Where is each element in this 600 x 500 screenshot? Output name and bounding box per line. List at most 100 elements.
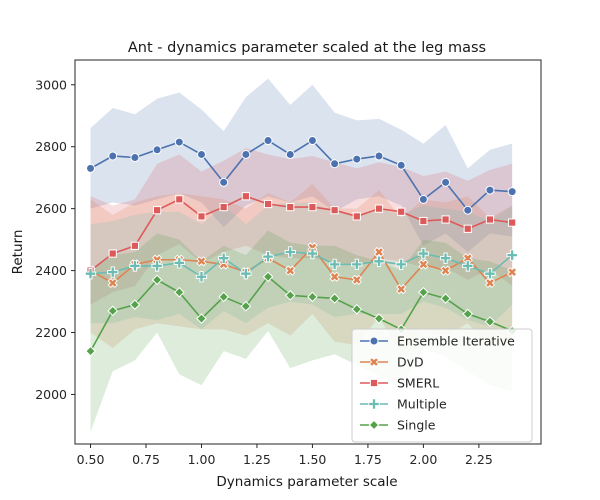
point-multiple bbox=[129, 260, 141, 272]
point-smerl bbox=[175, 195, 184, 204]
legend-item-single: Single bbox=[360, 418, 436, 433]
point-multiple bbox=[439, 252, 452, 264]
point-dvd bbox=[418, 259, 429, 270]
point-smerl bbox=[241, 192, 250, 201]
point-smerl bbox=[397, 207, 406, 216]
point-smerl bbox=[130, 241, 140, 250]
point-ensemble-iterative bbox=[241, 149, 251, 159]
point-smerl bbox=[508, 218, 517, 227]
point-single bbox=[173, 286, 185, 298]
point-single bbox=[240, 300, 252, 312]
series-markers bbox=[84, 136, 518, 357]
point-dvd bbox=[196, 256, 207, 267]
legend-marker bbox=[369, 378, 379, 388]
point-multiple bbox=[395, 258, 407, 271]
legend-marker bbox=[368, 398, 380, 410]
point-single bbox=[196, 313, 207, 324]
y-tick-label: 2600 bbox=[35, 201, 67, 216]
point-multiple bbox=[484, 268, 496, 280]
point-single bbox=[129, 299, 141, 310]
point-ensemble-iterative bbox=[285, 149, 295, 159]
point-dvd bbox=[484, 277, 496, 289]
point-multiple bbox=[506, 249, 518, 261]
point-ensemble-iterative bbox=[463, 205, 473, 215]
legend-marker bbox=[368, 419, 380, 431]
y-tick-label: 2000 bbox=[35, 387, 67, 402]
legend-marker bbox=[368, 356, 380, 368]
point-ensemble-iterative bbox=[219, 177, 229, 187]
point-ensemble-iterative bbox=[374, 151, 384, 161]
chart-title: Ant - dynamics parameter scaled at the l… bbox=[128, 40, 486, 56]
x-tick-label: 1.75 bbox=[354, 452, 382, 467]
x-tick-label: 2.25 bbox=[465, 452, 493, 467]
point-single bbox=[329, 293, 340, 304]
point-single bbox=[151, 274, 163, 286]
point-smerl bbox=[308, 202, 317, 212]
x-tick-label: 0.75 bbox=[132, 452, 160, 467]
legend: Ensemble Iterative DvD SMERL Multiple Single bbox=[351, 328, 533, 443]
point-ensemble-iterative bbox=[130, 153, 140, 163]
legend-label: DvD bbox=[397, 355, 424, 370]
point-multiple bbox=[195, 271, 208, 283]
point-smerl bbox=[286, 202, 295, 212]
point-multiple bbox=[284, 246, 296, 258]
x-tick-label: 1.25 bbox=[243, 452, 271, 467]
point-multiple bbox=[84, 268, 97, 280]
point-ensemble-iterative bbox=[152, 145, 162, 155]
point-dvd bbox=[462, 253, 473, 264]
point-smerl bbox=[463, 224, 472, 233]
legend-item-dvd: DvD bbox=[360, 355, 424, 370]
band-multiple bbox=[90, 202, 513, 330]
legend-item-ensemble-iterative: Ensemble Iterative bbox=[360, 334, 515, 349]
point-smerl bbox=[219, 202, 228, 212]
point-single bbox=[307, 291, 318, 303]
legend-label: Ensemble Iterative bbox=[397, 334, 515, 349]
markers-ensemble-iterative bbox=[86, 136, 517, 215]
point-ensemble-iterative bbox=[330, 159, 340, 169]
point-ensemble-iterative bbox=[507, 187, 517, 197]
point-smerl bbox=[108, 249, 117, 258]
legend-marker bbox=[369, 336, 379, 346]
point-smerl bbox=[485, 215, 495, 224]
y-tick-label: 2800 bbox=[35, 139, 67, 154]
point-single bbox=[85, 345, 96, 357]
point-single bbox=[351, 303, 363, 315]
point-smerl bbox=[153, 206, 162, 215]
point-dvd bbox=[440, 265, 451, 276]
legend-label: Single bbox=[397, 418, 436, 433]
point-dvd bbox=[107, 277, 118, 289]
point-smerl bbox=[419, 216, 428, 226]
y-axis-label: Return bbox=[10, 230, 26, 275]
point-dvd bbox=[285, 265, 296, 276]
point-multiple bbox=[351, 258, 363, 271]
point-multiple bbox=[151, 260, 163, 272]
point-dvd bbox=[373, 246, 385, 258]
y-tick-label: 2200 bbox=[35, 325, 67, 340]
legend-item-smerl: SMERL bbox=[360, 376, 439, 391]
point-ensemble-iterative bbox=[485, 185, 495, 195]
point-ensemble-iterative bbox=[396, 160, 406, 170]
point-multiple bbox=[417, 247, 430, 260]
point-smerl bbox=[197, 212, 206, 221]
point-multiple bbox=[107, 266, 119, 278]
point-multiple bbox=[173, 257, 185, 269]
legend-label: Multiple bbox=[397, 397, 447, 412]
markers-multiple bbox=[84, 246, 518, 283]
y-tick-label: 2400 bbox=[35, 263, 67, 278]
point-ensemble-iterative bbox=[418, 194, 428, 204]
point-ensemble-iterative bbox=[86, 163, 96, 173]
point-smerl bbox=[263, 199, 273, 209]
y-axis-ticks: 2000 2200 2400 2600 2800 3000 bbox=[35, 77, 75, 402]
point-multiple bbox=[262, 250, 274, 263]
point-ensemble-iterative bbox=[441, 177, 451, 187]
x-tick-label: 1.00 bbox=[188, 452, 216, 467]
point-dvd bbox=[396, 284, 407, 295]
x-axis-label: Dynamics parameter scale bbox=[216, 474, 397, 490]
point-single bbox=[284, 290, 296, 301]
markers-smerl bbox=[86, 192, 517, 275]
legend-item-multiple: Multiple bbox=[360, 397, 447, 412]
point-smerl bbox=[374, 204, 384, 213]
point-ensemble-iterative bbox=[352, 154, 362, 164]
point-multiple bbox=[373, 255, 385, 267]
